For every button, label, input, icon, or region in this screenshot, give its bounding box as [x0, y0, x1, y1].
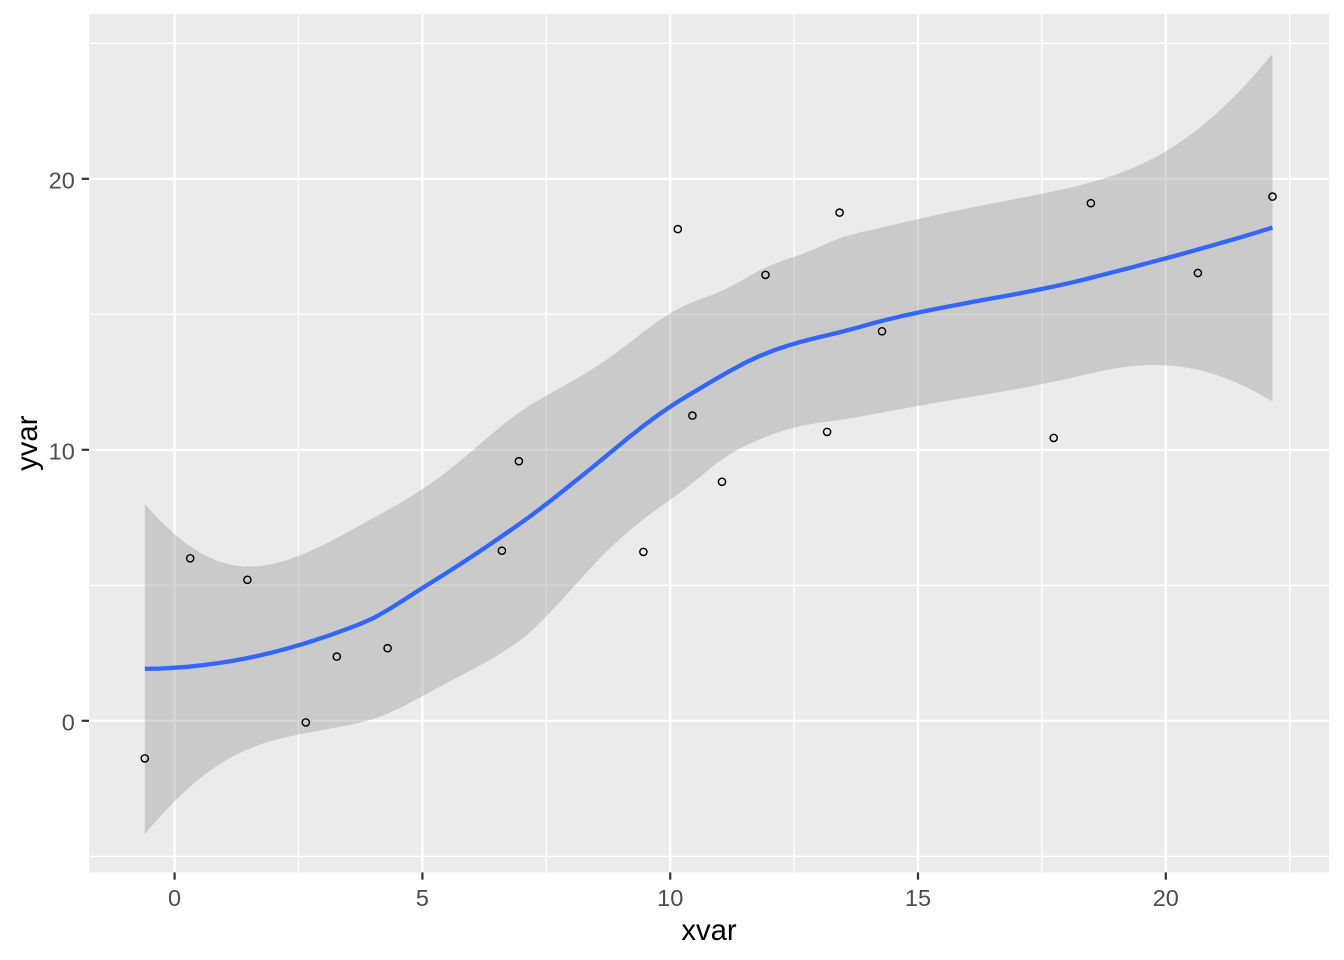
svg-text:0: 0 — [168, 885, 181, 911]
svg-text:20: 20 — [1153, 885, 1179, 911]
svg-text:0: 0 — [62, 710, 75, 736]
svg-text:xvar: xvar — [681, 914, 737, 947]
svg-text:10: 10 — [49, 439, 75, 465]
svg-text:yvar: yvar — [11, 415, 44, 471]
svg-text:20: 20 — [49, 168, 75, 194]
svg-text:15: 15 — [905, 885, 931, 911]
svg-text:10: 10 — [657, 885, 683, 911]
svg-text:5: 5 — [416, 885, 429, 911]
